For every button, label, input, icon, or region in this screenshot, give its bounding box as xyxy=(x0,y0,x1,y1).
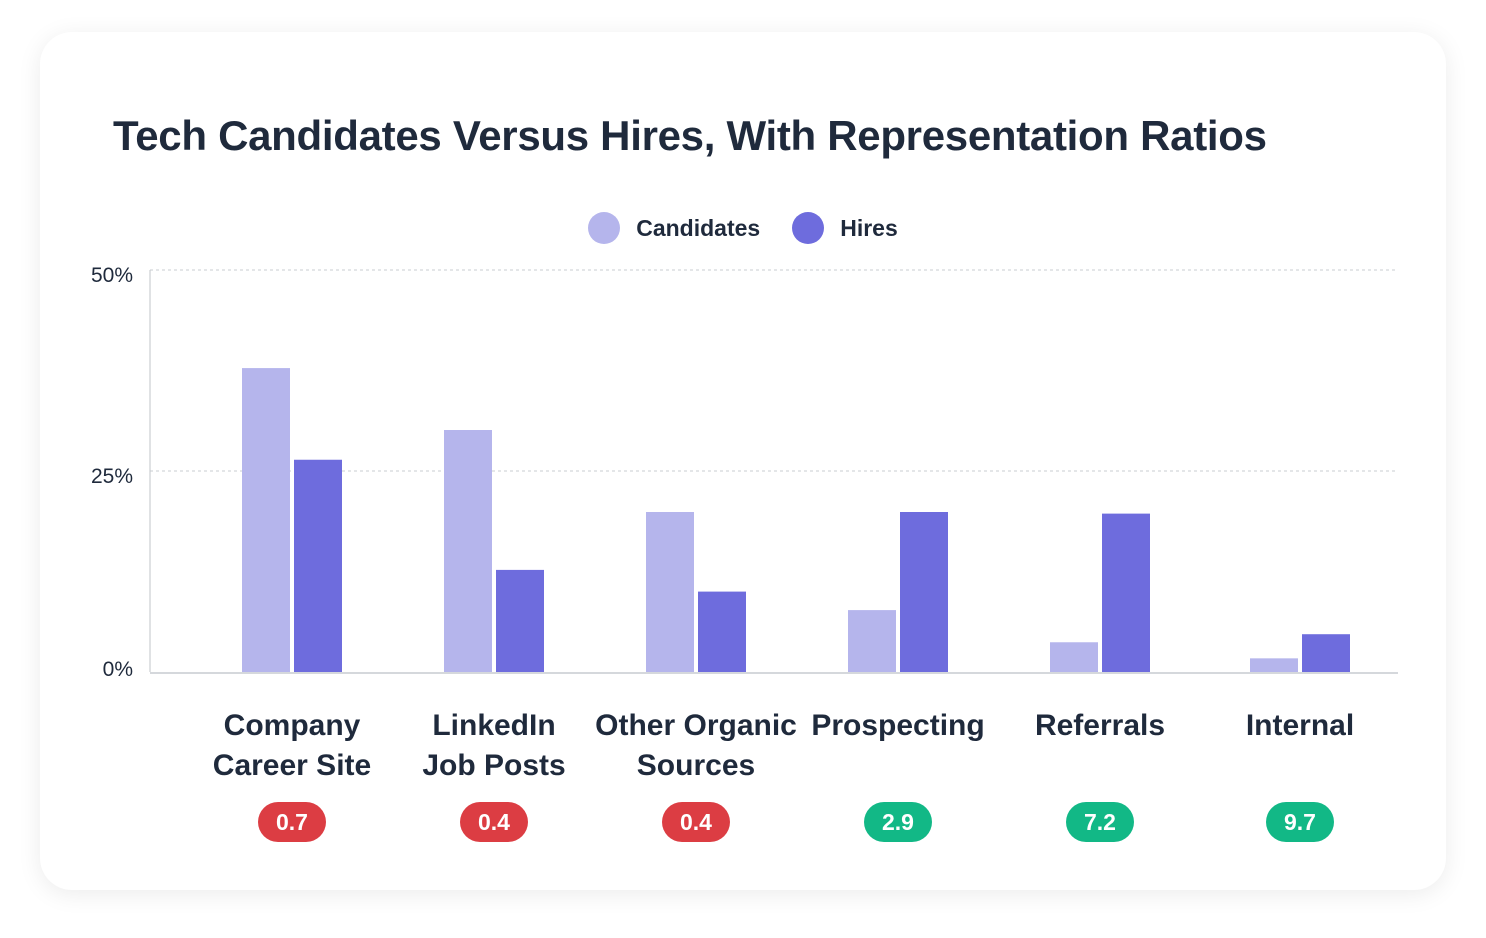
bar-candidates-5 xyxy=(1250,658,1298,672)
legend-item-hires[interactable]: Hires xyxy=(792,212,898,244)
x-tick-label: Internal xyxy=(1190,706,1410,746)
x-tick-label: Company Career Site xyxy=(182,706,402,786)
bar-candidates-3 xyxy=(848,610,896,672)
x-tick-label-line: Career Site xyxy=(212,749,372,782)
bar-candidates-0 xyxy=(242,368,290,672)
legend-label-candidates: Candidates xyxy=(636,214,761,241)
bar-hires-0 xyxy=(294,459,342,672)
legend-item-candidates[interactable]: Candidates xyxy=(588,212,760,244)
x-tick-label: Referrals xyxy=(990,706,1210,746)
x-tick-label-line: Job Posts xyxy=(422,749,566,782)
bar-candidates-4 xyxy=(1050,642,1098,672)
bar-hires-5 xyxy=(1302,634,1350,672)
bar-hires-4 xyxy=(1102,513,1150,672)
legend: Candidates Hires xyxy=(0,212,1486,244)
ratio-badge: 2.9 xyxy=(864,802,932,842)
x-tick-label-line: Sources xyxy=(636,749,756,782)
legend-swatch-hires xyxy=(792,212,825,244)
bar-hires-2 xyxy=(698,591,746,672)
legend-label-hires: Hires xyxy=(840,214,898,241)
x-tick-label: LinkedIn Job Posts xyxy=(384,706,604,786)
bar-hires-1 xyxy=(496,569,544,672)
x-tick-label: Other Organic Sources xyxy=(586,706,806,786)
bar-candidates-2 xyxy=(646,512,694,672)
x-tick-label: Prospecting xyxy=(788,706,1008,746)
x-tick-label-line: Referrals xyxy=(1034,709,1166,742)
y-tick-label: 0% xyxy=(103,658,133,681)
ratio-badge: 0.4 xyxy=(662,802,730,842)
x-tick-label-line: Other Organic xyxy=(595,709,797,742)
y-tick-label: 25% xyxy=(91,465,133,488)
legend-swatch-candidates xyxy=(588,212,621,244)
y-tick-label: 50% xyxy=(91,264,133,287)
chart-title: Tech Candidates Versus Hires, With Repre… xyxy=(113,112,1267,159)
bar-hires-3 xyxy=(900,512,948,672)
ratio-badge: 0.4 xyxy=(460,802,528,842)
x-tick-label-line: LinkedIn xyxy=(432,709,556,742)
ratio-badge: 0.7 xyxy=(258,802,326,842)
ratio-badge: 9.7 xyxy=(1266,802,1334,842)
x-tick-label-line: Internal xyxy=(1245,709,1355,742)
bar-candidates-1 xyxy=(444,429,492,672)
ratio-badge: 7.2 xyxy=(1066,802,1134,842)
x-tick-label-line: Prospecting xyxy=(811,709,985,742)
x-tick-label-line: Company xyxy=(223,709,361,742)
